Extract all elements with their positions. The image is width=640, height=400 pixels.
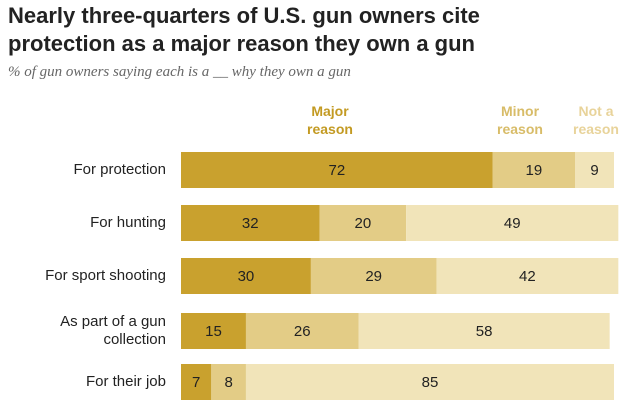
- legend-label: Minor reason: [497, 103, 543, 137]
- value-label: 20: [355, 215, 372, 232]
- value-label: 32: [242, 215, 259, 232]
- value-label: 30: [238, 268, 255, 285]
- category-label: As part of a gun collection: [60, 313, 166, 348]
- bar-segment: [436, 258, 619, 294]
- value-label: 72: [329, 162, 346, 179]
- bar-segment: [406, 205, 619, 241]
- bar-segment: [575, 152, 614, 188]
- value-label: 19: [526, 162, 543, 179]
- value-label: 42: [519, 268, 536, 285]
- value-label: 8: [224, 374, 232, 391]
- category-label: For hunting: [90, 214, 166, 231]
- chart-subtitle: % of gun owners saying each is a __ why …: [8, 64, 351, 80]
- legend-label: Major reason: [307, 103, 353, 137]
- category-label: For sport shooting: [45, 267, 166, 284]
- value-label: 26: [294, 323, 311, 340]
- legend-label: Not a reason: [573, 103, 619, 137]
- bar-segment: [181, 364, 212, 400]
- value-label: 29: [365, 268, 382, 285]
- bar-segment: [358, 313, 610, 349]
- bar-segment: [492, 152, 576, 188]
- value-label: 15: [205, 323, 222, 340]
- bar-segment: [181, 152, 493, 188]
- value-label: 49: [504, 215, 521, 232]
- bar-segment: [211, 364, 246, 400]
- bar-segment: [181, 205, 320, 241]
- value-label: 7: [192, 374, 200, 391]
- value-label: 85: [422, 374, 439, 391]
- category-label: For their job: [85, 373, 166, 390]
- bar-segment: [181, 258, 311, 294]
- bar-segment: [245, 313, 359, 349]
- bar-segment: [310, 258, 437, 294]
- value-label: 9: [590, 162, 598, 179]
- chart-title: Nearly three-quarters of U.S. gun owners…: [8, 3, 480, 56]
- value-label: 58: [476, 323, 493, 340]
- category-label: For protection: [73, 161, 166, 178]
- bar-segment: [245, 364, 614, 400]
- bar-segment: [181, 313, 246, 349]
- bar-segment: [319, 205, 407, 241]
